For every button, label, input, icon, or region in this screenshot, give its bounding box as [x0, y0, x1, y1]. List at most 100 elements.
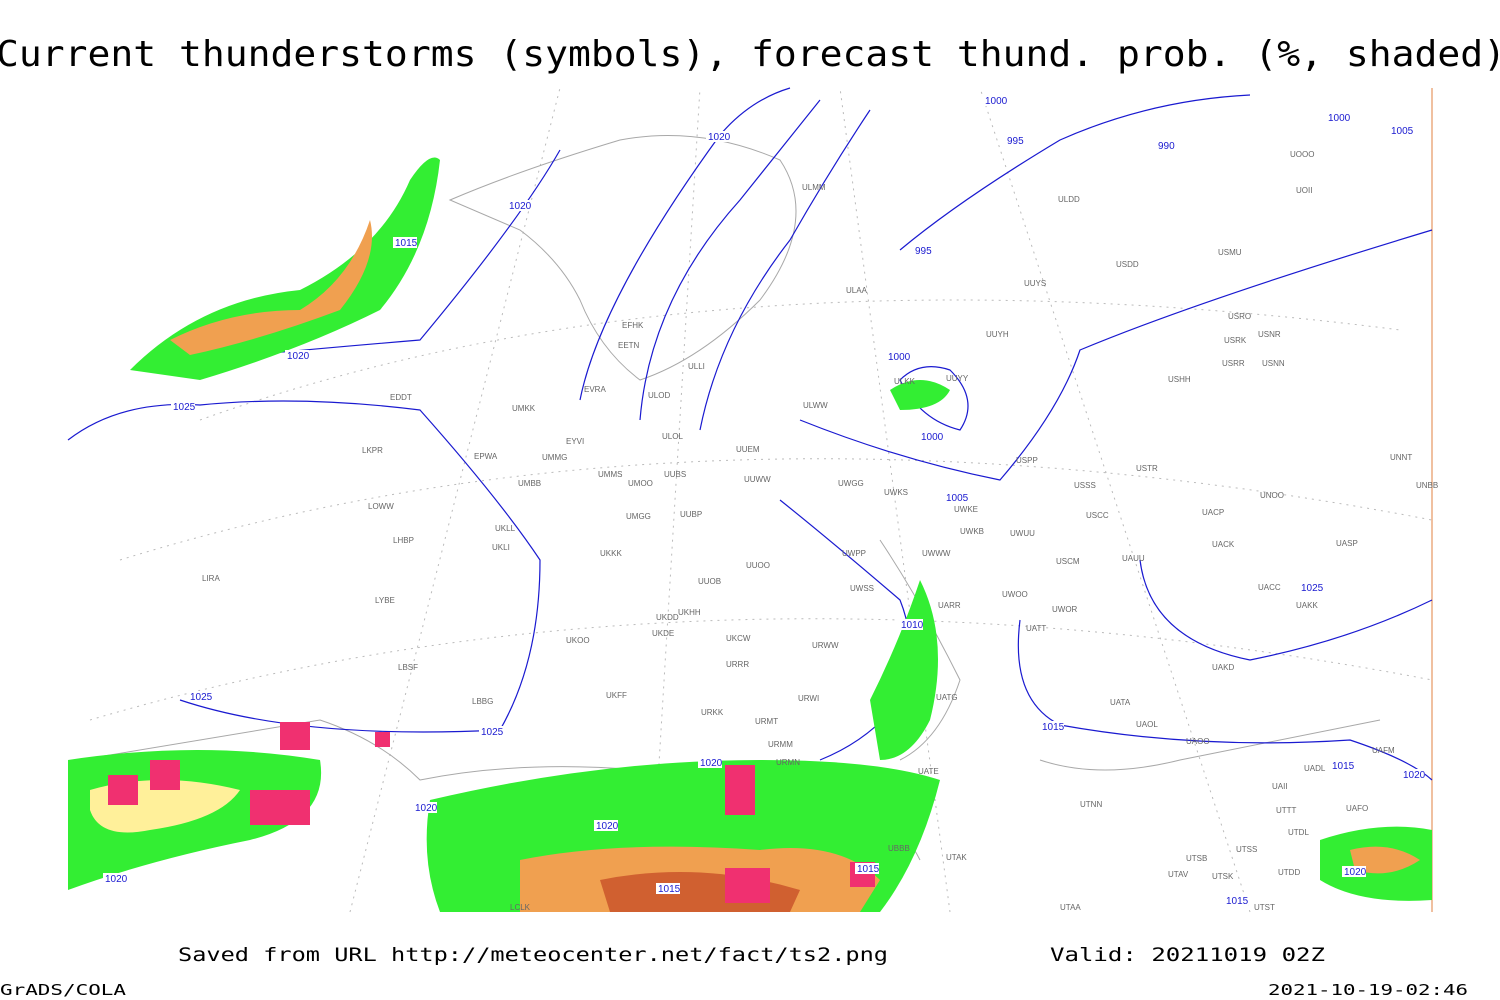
isobar-label-bg [944, 492, 968, 503]
station-label: UWWW [922, 549, 951, 558]
station-label: UKFF [606, 691, 627, 700]
isobar-label: 1020 [1403, 770, 1426, 781]
station-label: LCLK [510, 903, 531, 912]
station-label: UBBB [888, 844, 910, 853]
station-label: UARR [938, 601, 961, 610]
isobar-label-bg [698, 757, 722, 768]
isobar-label: 1020 [287, 351, 310, 362]
station-label: UATE [918, 767, 939, 776]
station-label: USCM [1056, 557, 1080, 566]
isobar-label-bg [656, 883, 680, 894]
valid-time: Valid: 20211019 02Z [1050, 944, 1325, 966]
station-label: UAKK [1296, 601, 1318, 610]
station-label: EYVI [566, 437, 584, 446]
isobar-label: 1020 [708, 132, 731, 143]
station-label: UAKD [1212, 663, 1234, 672]
station-label: USCC [1086, 511, 1109, 520]
station-label: UWPP [842, 549, 866, 558]
isobar-label: 1005 [1391, 126, 1414, 137]
station-label: USPP [1016, 456, 1038, 465]
station-label: UUBP [680, 510, 702, 519]
station-label: EPWA [474, 452, 498, 461]
station-label: UWKS [884, 488, 908, 497]
station-label: UUYS [1024, 279, 1046, 288]
isobar-label: 1015 [1332, 761, 1355, 772]
station-label: UKLL [495, 524, 516, 533]
isobar-label-bg [1040, 721, 1064, 732]
isobar-label: 1020 [415, 803, 438, 814]
isobar-label: 1020 [596, 821, 619, 832]
station-label: USNN [1262, 359, 1285, 368]
isobar-label: 990 [1158, 141, 1175, 152]
station-label: USRO [1228, 312, 1251, 321]
station-label: UWOO [1002, 590, 1028, 599]
station-label: UTSK [1212, 872, 1234, 881]
isobar-label: 1015 [857, 864, 880, 875]
map-area [68, 88, 1432, 912]
station-label: UAUU [1122, 554, 1145, 563]
source-url: Saved from URL http://meteocenter.net/fa… [178, 944, 888, 966]
station-label: UTAK [946, 853, 967, 862]
station-label: ULDD [1058, 195, 1080, 204]
timestamp: 2021-10-19-02:46 [1268, 981, 1468, 999]
isobar-label-bg [1156, 140, 1180, 151]
station-label: UUBS [664, 470, 686, 479]
station-label: URRR [726, 660, 749, 669]
isobar-label-bg [1005, 135, 1029, 146]
station-label: UOII [1296, 186, 1312, 195]
station-label: UATT [1026, 624, 1046, 633]
isobar-label-bg [886, 351, 910, 362]
isobar-label-bg [855, 863, 879, 874]
isobar-label: 1020 [105, 874, 128, 885]
station-label: UMMS [598, 470, 622, 479]
title: Current thunderstorms (symbols), forecas… [0, 34, 1500, 75]
station-label: UMOO [628, 479, 653, 488]
station-label: UUOO [746, 561, 770, 570]
station-label: LKPR [362, 446, 383, 455]
isobar-label: 1000 [921, 432, 944, 443]
station-label: ULOD [648, 391, 670, 400]
isobar-label: 1010 [901, 620, 924, 631]
isobar-label: 1000 [985, 96, 1008, 107]
station-label: URWI [798, 694, 819, 703]
station-label: UAOO [1186, 737, 1210, 746]
station-label: UWUU [1010, 529, 1035, 538]
isobar-label-bg [188, 691, 212, 702]
station-label: UATA [1110, 698, 1131, 707]
isobar-label-bg [393, 237, 417, 248]
isobar-label: 1025 [190, 692, 213, 703]
station-label: UNBB [1416, 481, 1438, 490]
isobar-label-bg [594, 820, 618, 831]
station-label: LHBP [393, 536, 414, 545]
station-label: UTSS [1236, 845, 1257, 854]
station-label: UTNN [1080, 800, 1102, 809]
isobar-label-bg [285, 350, 309, 361]
station-label: LBBG [472, 697, 493, 706]
isobar-label: 1025 [1301, 583, 1324, 594]
station-label: ULOL [662, 432, 683, 441]
isobar-label-bg [983, 95, 1007, 106]
station-label: LYBE [375, 596, 395, 605]
station-label: UUYY [946, 374, 969, 383]
station-label: UNNT [1390, 453, 1412, 462]
station-label: UAOL [1136, 720, 1158, 729]
station-label: UMBB [518, 479, 541, 488]
station-label: UTTT [1276, 806, 1297, 815]
software: GrADS/COLA [0, 981, 126, 999]
station-label: LIRA [202, 574, 220, 583]
station-label: USHH [1168, 375, 1191, 384]
station-label: UMKK [512, 404, 536, 413]
isobar-label-bg [1401, 769, 1425, 780]
station-label: UTAV [1168, 870, 1189, 879]
isobar-label-bg [103, 873, 127, 884]
station-label: UADL [1304, 764, 1326, 773]
isobar-label: 1025 [173, 402, 196, 413]
station-label: UKDE [652, 629, 674, 638]
station-label: UTSB [1186, 854, 1207, 863]
station-label: UOOO [1290, 150, 1314, 159]
station-label: USTR [1136, 464, 1158, 473]
isobar-label-bg [507, 200, 531, 211]
station-label: UAFO [1346, 804, 1368, 813]
station-label: UWGG [838, 479, 864, 488]
station-label: ULWW [803, 401, 828, 410]
